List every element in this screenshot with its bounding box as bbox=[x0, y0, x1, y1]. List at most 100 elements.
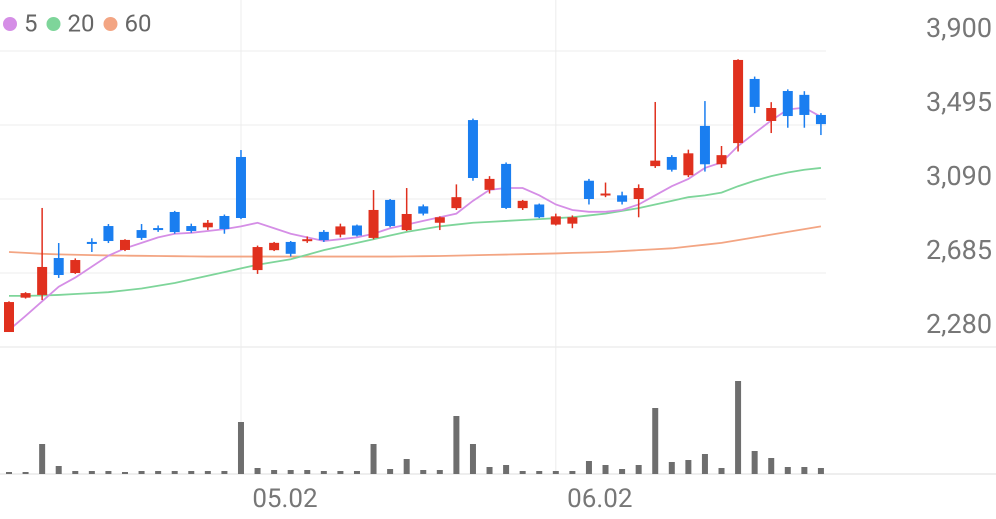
legend-marker bbox=[3, 17, 17, 31]
volume-bar bbox=[585, 461, 592, 474]
volume-bar bbox=[668, 462, 675, 474]
volume-bar bbox=[536, 471, 543, 474]
volume-bar bbox=[768, 458, 775, 474]
candle-body bbox=[583, 180, 594, 199]
volume-bar bbox=[39, 444, 46, 474]
volume-bar bbox=[254, 468, 261, 474]
volume-bar bbox=[320, 471, 327, 474]
volume-bar bbox=[105, 471, 112, 474]
candle-body bbox=[335, 226, 346, 235]
candle-body bbox=[302, 239, 313, 242]
candle-body bbox=[467, 120, 478, 178]
volume-bar bbox=[602, 465, 609, 474]
volume-bar bbox=[503, 465, 510, 474]
candle-body bbox=[20, 293, 31, 298]
volume-bar bbox=[652, 408, 659, 474]
candle-body bbox=[451, 197, 462, 209]
candle-body bbox=[484, 178, 495, 190]
candle-body bbox=[318, 231, 329, 241]
candle-body bbox=[501, 163, 512, 208]
volume-bar bbox=[138, 471, 145, 474]
legend-marker bbox=[103, 17, 118, 31]
volume-bar bbox=[6, 472, 12, 474]
candle-body bbox=[633, 188, 644, 199]
volume-bar bbox=[387, 469, 394, 474]
legend-marker bbox=[46, 17, 61, 31]
volume-bar bbox=[420, 470, 427, 474]
candle-body bbox=[766, 108, 777, 121]
ma-line bbox=[9, 167, 822, 297]
ma-line bbox=[8, 106, 822, 331]
legend-label: 5 bbox=[24, 9, 38, 37]
candle-body bbox=[534, 204, 545, 218]
volume-bar bbox=[436, 470, 443, 474]
candle-body bbox=[202, 222, 213, 228]
candle-body bbox=[418, 206, 429, 214]
candle-body bbox=[351, 225, 362, 236]
candle-body bbox=[600, 193, 611, 196]
volume-bar bbox=[635, 465, 642, 474]
candle-body bbox=[169, 211, 180, 233]
volume-bar bbox=[453, 416, 460, 474]
volume-bar bbox=[685, 460, 692, 474]
volume-bar bbox=[751, 451, 758, 474]
candle-body bbox=[103, 226, 114, 242]
candle-body bbox=[749, 78, 760, 107]
volume-bar bbox=[188, 471, 195, 474]
candle-body bbox=[716, 155, 727, 165]
candle-body bbox=[285, 241, 296, 254]
candle-body bbox=[4, 302, 14, 333]
y-tick-label: 3,495 bbox=[926, 86, 992, 118]
candle-body bbox=[86, 241, 97, 244]
volume-bar bbox=[784, 467, 791, 474]
candle-body bbox=[401, 213, 412, 231]
volume-bar bbox=[569, 471, 576, 474]
volume-bar bbox=[718, 468, 725, 474]
candle-body bbox=[517, 200, 528, 209]
candle-body bbox=[650, 160, 661, 167]
y-tick-label: 3,900 bbox=[926, 12, 992, 44]
candle-body bbox=[53, 258, 64, 276]
volume-bar bbox=[204, 471, 211, 474]
volume-bar bbox=[486, 467, 493, 474]
candle-body bbox=[567, 217, 578, 224]
candle-body bbox=[683, 153, 694, 176]
volume-bar bbox=[353, 471, 360, 474]
volume-bar bbox=[337, 471, 344, 474]
candle-body bbox=[368, 209, 379, 238]
candle-body bbox=[666, 156, 677, 170]
volume-bar bbox=[817, 468, 824, 474]
volume-bar bbox=[88, 471, 95, 474]
candle-body bbox=[219, 215, 230, 229]
candle-body bbox=[186, 226, 197, 231]
ma-line bbox=[8, 225, 822, 258]
candle-body bbox=[815, 114, 826, 125]
volume-bar bbox=[370, 444, 377, 474]
candle-body bbox=[252, 247, 263, 271]
y-tick-label: 2,280 bbox=[926, 308, 992, 340]
volume-bar bbox=[221, 471, 228, 474]
volume-bar bbox=[519, 471, 526, 474]
candle-body bbox=[799, 94, 810, 115]
y-tick-label: 3,090 bbox=[926, 160, 992, 192]
volume-bar bbox=[271, 470, 278, 474]
candle-body bbox=[699, 125, 710, 165]
candle-body bbox=[70, 260, 81, 273]
candle-body bbox=[269, 242, 280, 251]
volume-bar bbox=[552, 471, 559, 474]
y-tick-label: 2,685 bbox=[926, 234, 992, 266]
volume-bar bbox=[155, 471, 162, 474]
candle-body bbox=[235, 156, 246, 219]
volume-bar bbox=[55, 466, 62, 474]
legend-label: 60 bbox=[124, 9, 151, 37]
volume-bar bbox=[801, 467, 808, 474]
volume-bar bbox=[304, 470, 311, 474]
x-tick-label: 05.02 bbox=[252, 484, 317, 514]
x-tick-label: 06.02 bbox=[567, 484, 632, 514]
volume-bar bbox=[121, 472, 128, 474]
volume-bar bbox=[22, 472, 29, 474]
volume-bar bbox=[287, 470, 294, 474]
candle-body bbox=[434, 217, 445, 223]
candle-body bbox=[153, 228, 164, 231]
